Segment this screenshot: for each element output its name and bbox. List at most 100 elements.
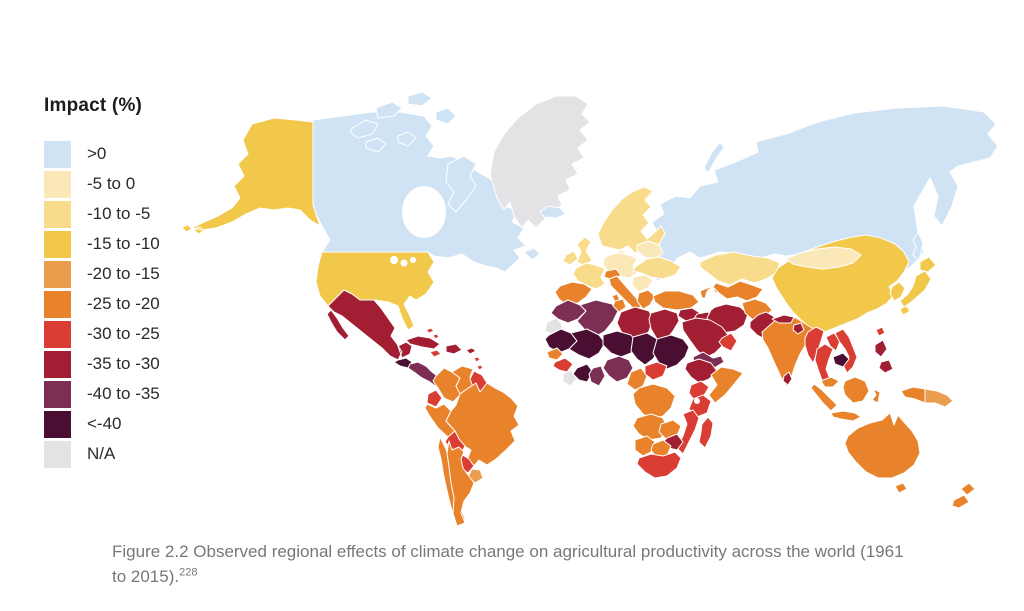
region-papua-new-guinea: [924, 388, 954, 408]
legend-swatch-n5_0: [44, 170, 71, 198]
region-sudan: [652, 334, 690, 370]
region-ukraine-eastern-europe: [632, 256, 682, 280]
legend-label-n10_5: -10 to -5: [87, 204, 151, 223]
region-malaysia: [820, 376, 840, 388]
legend-item-n10_5: -10 to -5: [44, 199, 160, 229]
legend-title: Impact (%): [44, 95, 143, 116]
region-ghana: [588, 365, 606, 387]
region-balkans: [631, 274, 654, 293]
region-greenland: [489, 95, 591, 229]
region-sakhalin: [912, 231, 924, 262]
region-scandinavia: [597, 186, 666, 254]
map-legend: Impact (%) >0 -5 to 0 -10 to -5 -15 to -10 -…: [44, 95, 160, 469]
lake-victoria: [694, 398, 700, 404]
region-nepal: [771, 314, 795, 324]
black-sea: [662, 279, 686, 291]
region-iceland: [539, 205, 567, 219]
legend-label-n40_35: -40 to -35: [87, 384, 160, 403]
legend-swatch-gt0: [44, 140, 71, 168]
region-ecuador: [426, 389, 443, 408]
legend-swatch-n20_15: [44, 260, 71, 288]
legend-swatch-n25_20: [44, 290, 71, 318]
caspian-sea: [705, 288, 717, 310]
legend-item-n30_25: -30 to -25: [44, 319, 160, 349]
region-south-africa: [636, 451, 682, 479]
legend-swatch-na: [44, 440, 71, 468]
region-thailand: [814, 343, 834, 384]
legend-label-na: N/A: [87, 444, 116, 463]
legend-label-n20_15: -20 to -15: [87, 264, 160, 283]
region-mongolia: [785, 246, 862, 270]
figure-caption: Figure 2.2 Observed regional effects of …: [112, 540, 912, 589]
legend-label-lt40: <-40: [87, 414, 122, 433]
region-senegal: [546, 347, 564, 361]
region-niger: [602, 330, 638, 358]
region-new-guinea-west: [900, 386, 926, 404]
region-bangladesh: [792, 322, 805, 335]
region-chad: [630, 332, 660, 366]
region-korea: [889, 281, 906, 302]
region-oman: [718, 332, 738, 352]
legend-label-n25_20: -25 to -20: [87, 294, 160, 313]
region-argentina: [446, 440, 475, 527]
footnote-reference: 228: [179, 565, 198, 578]
region-vietnam: [834, 328, 858, 374]
hudson-bay: [402, 186, 446, 238]
region-canadian-arctic: [349, 91, 477, 213]
great-lakes: [390, 256, 398, 264]
region-tunisia: [612, 298, 627, 313]
legend-swatch-n15_10: [44, 230, 71, 258]
legend-item-na: N/A: [44, 439, 160, 469]
legend-item-gt0: >0: [44, 139, 160, 169]
region-laos: [825, 332, 841, 352]
legend-item-lt40: <-40: [44, 409, 160, 439]
region-algeria: [576, 299, 619, 338]
legend-item-n20_15: -20 to -15: [44, 259, 160, 289]
region-saudi-arabia: [681, 317, 729, 359]
legend-item-n40_35: -40 to -35: [44, 379, 160, 409]
region-indonesia: [810, 376, 881, 422]
legend-swatch-n40_35: [44, 380, 71, 408]
region-russia: [649, 105, 999, 283]
region-uk: [576, 236, 593, 267]
region-drc: [632, 383, 676, 421]
legend-swatch-n30_25: [44, 320, 71, 348]
region-turkey: [652, 290, 700, 311]
great-lakes: [400, 259, 408, 267]
region-taiwan: [875, 326, 886, 337]
region-new-zealand: [951, 482, 976, 509]
region-central-asia: [712, 280, 764, 302]
region-sri-lanka: [782, 371, 793, 386]
region-mali: [568, 328, 606, 360]
region-baltic-belarus: [636, 240, 664, 260]
region-ireland: [562, 250, 579, 266]
legend-label-gt0: >0: [87, 144, 107, 163]
region-iberia: [554, 281, 593, 306]
region-mozambique: [676, 409, 700, 455]
region-france: [572, 262, 606, 290]
legend-label-n35_30: -35 to -30: [87, 354, 160, 373]
region-madagascar: [698, 416, 714, 449]
legend-swatch-n35_30: [44, 350, 71, 378]
legend-item-n15_10: -15 to -10: [44, 229, 160, 259]
region-cambodia: [832, 352, 850, 368]
legend-item-n5_0: -5 to 0: [44, 169, 160, 199]
region-ivory-coast: [572, 363, 594, 383]
region-mexico: [326, 289, 413, 361]
region-greater-antilles: [405, 335, 477, 355]
region-japan: [899, 256, 937, 316]
legend-swatch-n10_5: [44, 200, 71, 228]
region-alaska: [181, 117, 321, 235]
region-angola: [632, 413, 668, 441]
region-kazakhstan: [699, 251, 781, 286]
legend-label-n15_10: -15 to -10: [87, 234, 160, 253]
region-lesser-antilles: [425, 327, 484, 371]
region-nigeria: [602, 355, 634, 383]
region-namibia: [634, 435, 656, 457]
region-philippines: [874, 339, 894, 374]
legend-items: >0 -5 to 0 -10 to -5 -15 to -10 -20 to -15 -2…: [44, 139, 160, 469]
region-morocco: [550, 299, 587, 324]
legend-item-n25_20: -25 to -20: [44, 289, 160, 319]
